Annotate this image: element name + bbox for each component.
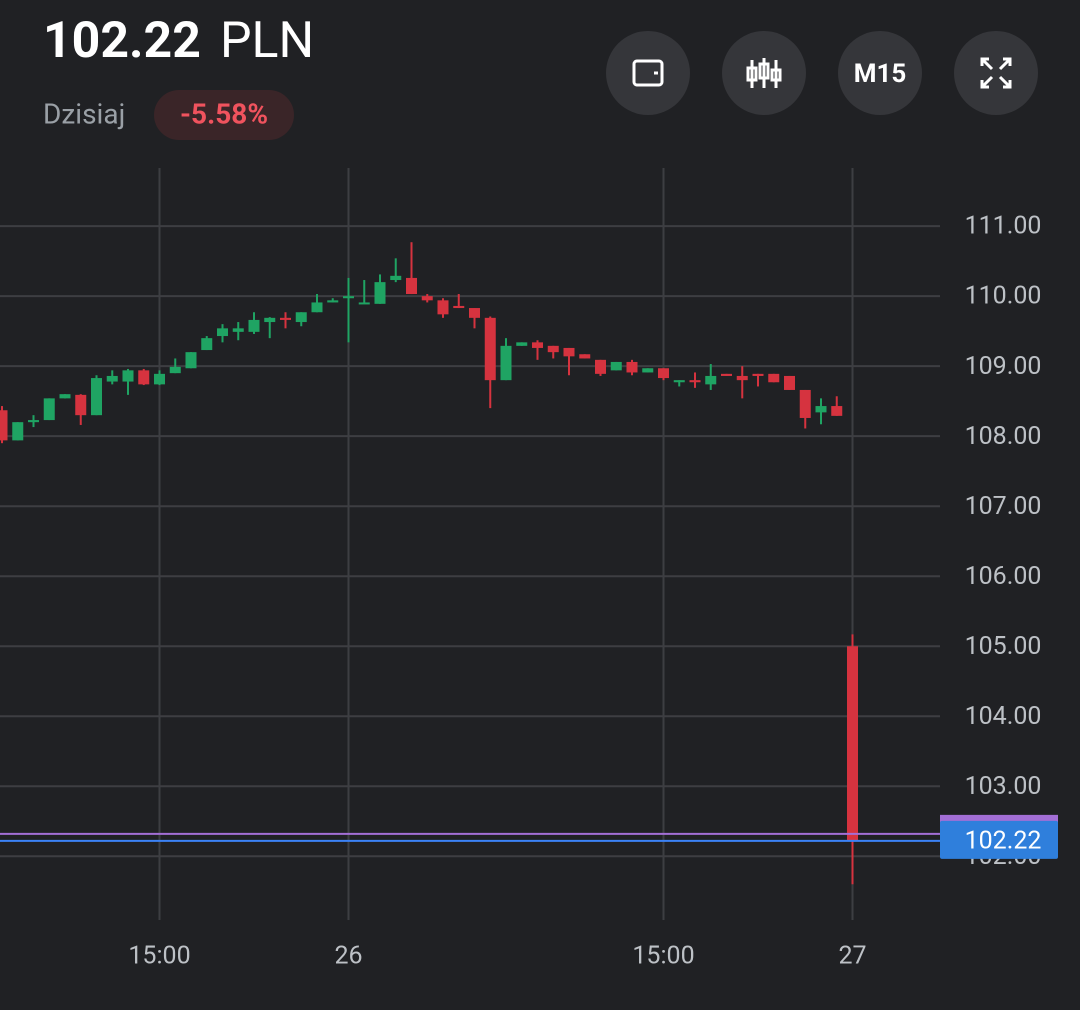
button-bg xyxy=(838,31,922,115)
x-tick-label: 27 xyxy=(838,942,866,971)
fullscreen-button[interactable] xyxy=(954,31,1038,115)
button-bg xyxy=(606,31,690,115)
fullscreen-icon xyxy=(980,57,1012,89)
y-tick-label: 108.00 xyxy=(965,422,1042,451)
candle-body xyxy=(295,312,307,323)
y-tick-label: 111.00 xyxy=(965,212,1042,241)
candle-body xyxy=(721,373,732,376)
candle-body xyxy=(768,373,780,383)
candle-body xyxy=(185,352,197,369)
candle-body xyxy=(658,368,669,379)
candle-body xyxy=(374,282,386,304)
wallet-button[interactable] xyxy=(606,31,690,115)
candle-body xyxy=(610,361,622,371)
candle-body xyxy=(75,394,87,416)
candle-body xyxy=(784,375,795,390)
candle-body xyxy=(579,354,591,359)
candle-body xyxy=(106,375,118,382)
y-tick-label: 104.00 xyxy=(965,702,1042,731)
candle-body xyxy=(217,328,228,337)
wallet-icon xyxy=(632,59,664,87)
candle-body xyxy=(815,406,827,413)
candle-body xyxy=(453,305,465,309)
price: 102.22 xyxy=(43,12,201,70)
candle-body xyxy=(59,394,71,399)
period: Dzisiaj xyxy=(43,97,125,130)
candle-body xyxy=(847,646,858,841)
candle-body xyxy=(12,422,24,441)
price-tag-label: 102.22 xyxy=(965,826,1042,855)
candle-body xyxy=(421,296,433,301)
chart-layer: 102.00103.00104.00105.00106.00107.00108.… xyxy=(0,168,1058,971)
candle-body xyxy=(626,361,638,373)
candle-body xyxy=(390,275,402,281)
candle-body xyxy=(469,308,480,318)
candle-body xyxy=(406,277,417,295)
candle-body xyxy=(327,300,339,303)
currency: PLN xyxy=(220,12,314,70)
candle-body xyxy=(138,370,150,385)
candle-body xyxy=(280,317,291,320)
change-pill xyxy=(154,90,294,140)
candle-body xyxy=(532,342,543,348)
candle-body xyxy=(0,410,8,441)
candle-body xyxy=(831,406,843,416)
candle-body xyxy=(673,380,685,383)
candle-body xyxy=(736,375,748,381)
candle-body xyxy=(343,296,354,299)
price-tag xyxy=(940,820,1058,859)
change: -5.58% xyxy=(180,97,268,130)
y-tick-label: 103.00 xyxy=(965,772,1042,801)
candle-body xyxy=(500,345,512,381)
y-tick-label: 106.00 xyxy=(965,562,1042,591)
candle-body xyxy=(484,317,496,381)
candle-body xyxy=(752,373,764,376)
candle-body xyxy=(642,368,654,373)
x-tick-label: 15:00 xyxy=(632,942,694,971)
y-tick-label: 109.00 xyxy=(965,352,1042,381)
candle-body xyxy=(563,347,575,357)
button-bg xyxy=(954,31,1038,115)
candle-body xyxy=(547,345,559,353)
candle-body xyxy=(201,338,213,351)
timeframe: M15 xyxy=(854,59,907,89)
candle-body xyxy=(689,380,701,383)
candle-body xyxy=(91,378,102,416)
candle-body xyxy=(154,373,165,385)
candle-body xyxy=(799,389,811,418)
price-tag-top xyxy=(940,814,1058,823)
candle-body xyxy=(705,375,717,385)
candle-body xyxy=(516,342,528,346)
y-tick-label: 110.00 xyxy=(965,282,1042,311)
y-tick-label: 105.00 xyxy=(965,632,1042,661)
x-tick-label: 15:00 xyxy=(128,942,190,971)
candle-body xyxy=(248,319,260,332)
candle-body xyxy=(358,302,370,305)
candle-body xyxy=(43,398,55,421)
candle-body xyxy=(28,420,39,423)
candle-body xyxy=(595,359,606,374)
candle-body xyxy=(437,300,449,315)
candle-body xyxy=(264,317,276,323)
candle-body xyxy=(311,302,323,313)
timeframe-button[interactable]: M15 xyxy=(838,31,922,115)
candle-body xyxy=(232,328,244,332)
y-tick-label: 107.00 xyxy=(965,492,1042,521)
candle-body xyxy=(169,366,181,374)
candle-body xyxy=(122,370,134,382)
candle-icon xyxy=(746,58,782,88)
x-tick-label: 26 xyxy=(334,942,362,971)
chart-type-button[interactable] xyxy=(722,31,806,115)
